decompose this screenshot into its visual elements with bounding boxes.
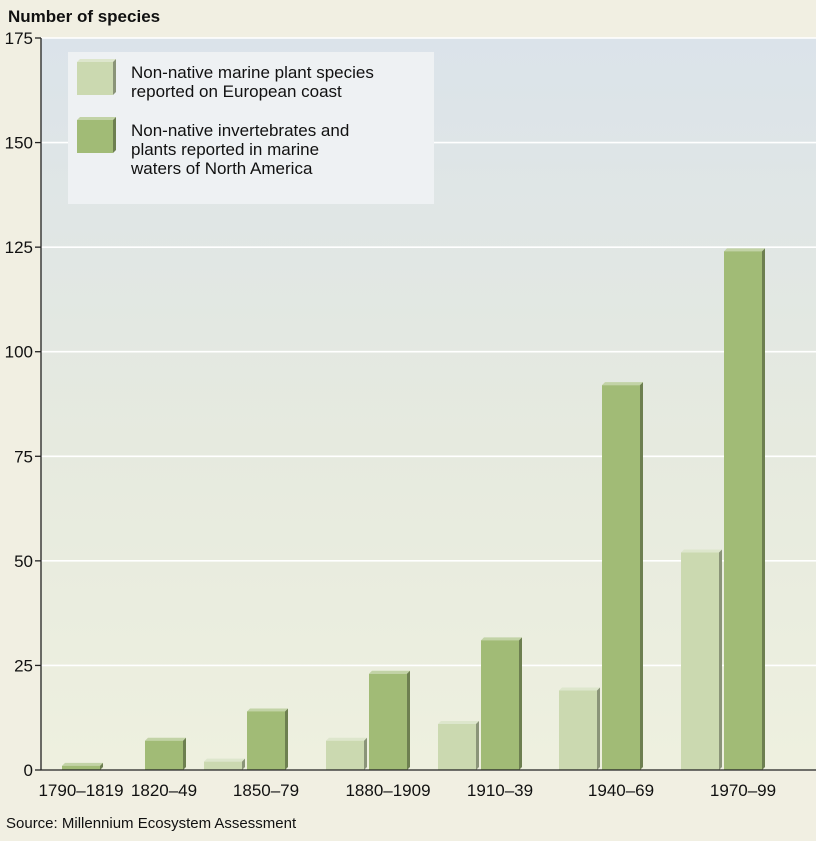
axes: 0 25 50 75 100 125 150 175 1790–1819 1820–49 1850–…	[5, 29, 816, 800]
legend-label: Non-native marine plant species	[131, 63, 374, 82]
x-tick-label: 1910–39	[467, 781, 533, 800]
bar-series1	[204, 758, 245, 770]
y-tick-label: 75	[14, 447, 33, 466]
source-note: Source: Millennium Ecosystem Assessment	[6, 815, 297, 832]
legend-box	[68, 52, 434, 204]
legend-label: Non-native invertebrates and	[131, 121, 349, 140]
x-tick-label: 1880–1909	[345, 781, 430, 800]
bar-series2	[145, 737, 186, 770]
y-tick-label: 175	[5, 29, 33, 48]
legend-swatch-series1	[77, 59, 116, 95]
y-tick-label: 50	[14, 552, 33, 571]
legend-swatch-series2	[77, 117, 116, 153]
legend-label: reported on European coast	[131, 82, 342, 101]
bar-series2	[247, 708, 288, 770]
x-tick-label: 1790–1819	[38, 781, 123, 800]
bar-series1	[326, 737, 367, 770]
x-tick-label: 1850–79	[233, 781, 299, 800]
bar-series1	[681, 549, 722, 770]
bar-series2	[369, 670, 410, 770]
bars	[62, 248, 765, 771]
bar-series2	[724, 248, 765, 771]
bar-series2	[602, 382, 643, 770]
x-tick-label: 1970–99	[710, 781, 776, 800]
bar-series1	[438, 720, 479, 770]
legend: Non-native marine plant speciesreported …	[68, 52, 434, 204]
y-tick-label: 100	[5, 343, 33, 362]
legend-label: plants reported in marine	[131, 140, 319, 159]
bar-series2	[62, 762, 103, 770]
y-tick-label: 25	[14, 656, 33, 675]
y-tick-label: 0	[24, 761, 33, 780]
y-tick-label: 125	[5, 238, 33, 257]
y-axis-title: Number of species	[8, 7, 160, 26]
x-tick-label: 1820–49	[131, 781, 197, 800]
bar-series1	[559, 687, 600, 770]
x-tick-label: 1940–69	[588, 781, 654, 800]
legend-label: waters of North America	[130, 159, 313, 178]
y-tick-label: 150	[5, 134, 33, 153]
bar-series2	[481, 637, 522, 770]
